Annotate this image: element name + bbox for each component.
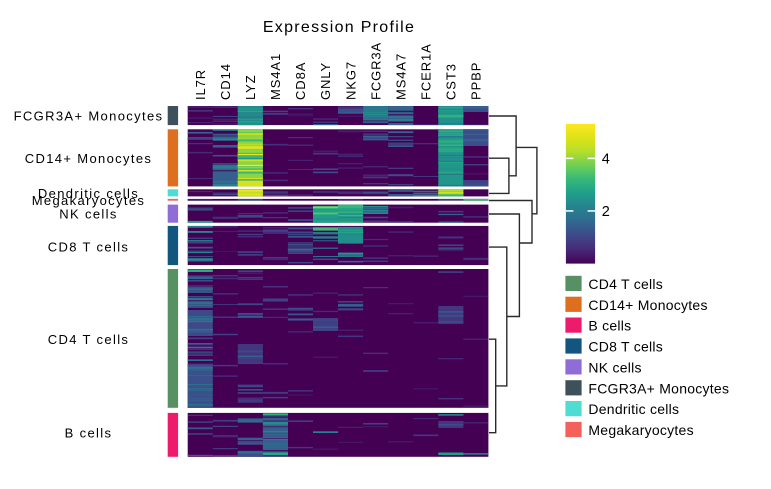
svg-text:MS4A1: MS4A1: [268, 53, 283, 100]
svg-text:CD4 T cells: CD4 T cells: [48, 332, 130, 347]
svg-text:MS4A7: MS4A7: [393, 53, 408, 100]
svg-text:CD4 T cells: CD4 T cells: [588, 276, 663, 292]
svg-text:Megakaryocytes: Megakaryocytes: [588, 422, 693, 438]
svg-text:Dendritic cells: Dendritic cells: [38, 186, 139, 201]
svg-text:2: 2: [602, 204, 610, 220]
svg-text:CST3: CST3: [444, 63, 459, 100]
svg-text:CD14+ Monocytes: CD14+ Monocytes: [25, 151, 153, 166]
svg-text:FCGR3A+ Monocytes: FCGR3A+ Monocytes: [14, 109, 164, 124]
svg-text:PPBP: PPBP: [469, 62, 484, 100]
svg-text:B cells: B cells: [65, 425, 113, 440]
svg-text:CD8 T cells: CD8 T cells: [588, 339, 663, 355]
svg-text:GNLY: GNLY: [318, 62, 333, 100]
svg-text:Expression Profile: Expression Profile: [263, 19, 415, 36]
svg-text:NK cells: NK cells: [59, 207, 117, 222]
svg-text:NK cells: NK cells: [588, 360, 641, 376]
svg-text:CD8 T cells: CD8 T cells: [48, 240, 130, 255]
svg-text:CD14: CD14: [218, 63, 233, 100]
svg-text:Megakaryocytes: Megakaryocytes: [32, 193, 146, 208]
svg-text:CD8A: CD8A: [293, 62, 308, 100]
svg-text:CD14+ Monocytes: CD14+ Monocytes: [588, 297, 707, 313]
svg-text:FCGR3A+ Monocytes: FCGR3A+ Monocytes: [588, 380, 729, 396]
svg-text:IL7R: IL7R: [193, 69, 208, 100]
svg-text:B cells: B cells: [588, 318, 631, 334]
svg-text:NKG7: NKG7: [343, 61, 358, 100]
svg-text:LYZ: LYZ: [243, 74, 258, 100]
svg-text:Dendritic cells: Dendritic cells: [588, 401, 679, 417]
svg-text:FCGR3A: FCGR3A: [368, 42, 383, 100]
svg-text:FCER1A: FCER1A: [418, 43, 433, 100]
svg-text:4: 4: [602, 152, 610, 168]
